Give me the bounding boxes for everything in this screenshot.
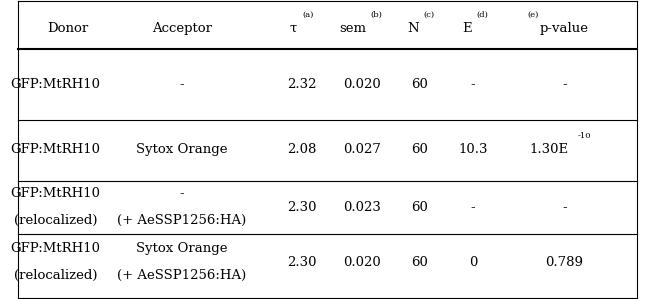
Text: 60: 60 [411, 256, 428, 269]
Text: GFP:MtRH10: GFP:MtRH10 [11, 242, 101, 255]
Text: 60: 60 [411, 143, 428, 156]
Text: (+ AeSSP1256:HA): (+ AeSSP1256:HA) [117, 214, 247, 227]
Text: N: N [407, 22, 419, 35]
Text: 10.3: 10.3 [458, 143, 488, 156]
Text: (b): (b) [370, 11, 382, 19]
Text: 60: 60 [411, 201, 428, 214]
Text: τ: τ [289, 22, 296, 35]
Text: (e): (e) [527, 11, 539, 19]
Text: 0: 0 [469, 256, 477, 269]
Text: -: - [471, 78, 475, 91]
Text: 2.32: 2.32 [288, 78, 317, 91]
Text: (relocalized): (relocalized) [14, 269, 97, 282]
Text: p-value: p-value [540, 22, 589, 35]
Text: 0.020: 0.020 [343, 256, 381, 269]
Text: -: - [562, 201, 567, 214]
Text: GFP:MtRH10: GFP:MtRH10 [11, 143, 101, 156]
Text: Acceptor: Acceptor [152, 22, 212, 35]
Text: 0.023: 0.023 [343, 201, 381, 214]
Text: 2.30: 2.30 [288, 201, 317, 214]
Text: GFP:MtRH10: GFP:MtRH10 [11, 187, 101, 200]
Text: 0.789: 0.789 [546, 256, 584, 269]
Text: (relocalized): (relocalized) [14, 214, 97, 227]
Text: 60: 60 [411, 78, 428, 91]
Text: (c): (c) [423, 11, 434, 19]
Text: (+ AeSSP1256:HA): (+ AeSSP1256:HA) [117, 269, 247, 282]
Text: 0.020: 0.020 [343, 78, 381, 91]
Text: (d): (d) [477, 11, 488, 19]
Text: -: - [180, 78, 184, 91]
Text: Sytox Orange: Sytox Orange [136, 242, 228, 255]
Text: -10: -10 [578, 132, 591, 140]
Text: E: E [462, 22, 471, 35]
Text: sem: sem [339, 22, 366, 35]
Text: 2.30: 2.30 [288, 256, 317, 269]
Text: Donor: Donor [48, 22, 89, 35]
Text: (a): (a) [303, 11, 314, 19]
Text: -: - [471, 201, 475, 214]
Text: GFP:MtRH10: GFP:MtRH10 [11, 78, 101, 91]
Text: 2.08: 2.08 [288, 143, 317, 156]
Text: -: - [180, 187, 184, 200]
Text: 0.027: 0.027 [343, 143, 381, 156]
Text: 1.30E: 1.30E [529, 143, 568, 156]
Text: Sytox Orange: Sytox Orange [136, 143, 228, 156]
Text: -: - [562, 78, 567, 91]
